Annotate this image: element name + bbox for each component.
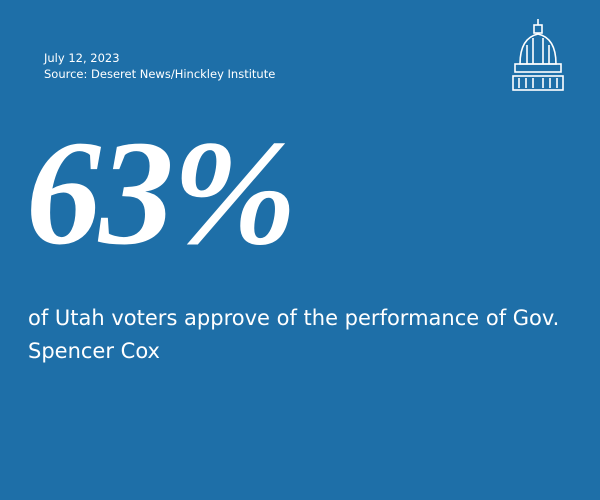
stat-value: 63% xyxy=(26,110,297,276)
logo xyxy=(512,19,564,91)
stat-description: of Utah voters approve of the performanc… xyxy=(28,306,560,363)
date: July 12, 2023 xyxy=(44,51,120,65)
source: Source: Deseret News/Hinckley Institute xyxy=(44,67,276,81)
